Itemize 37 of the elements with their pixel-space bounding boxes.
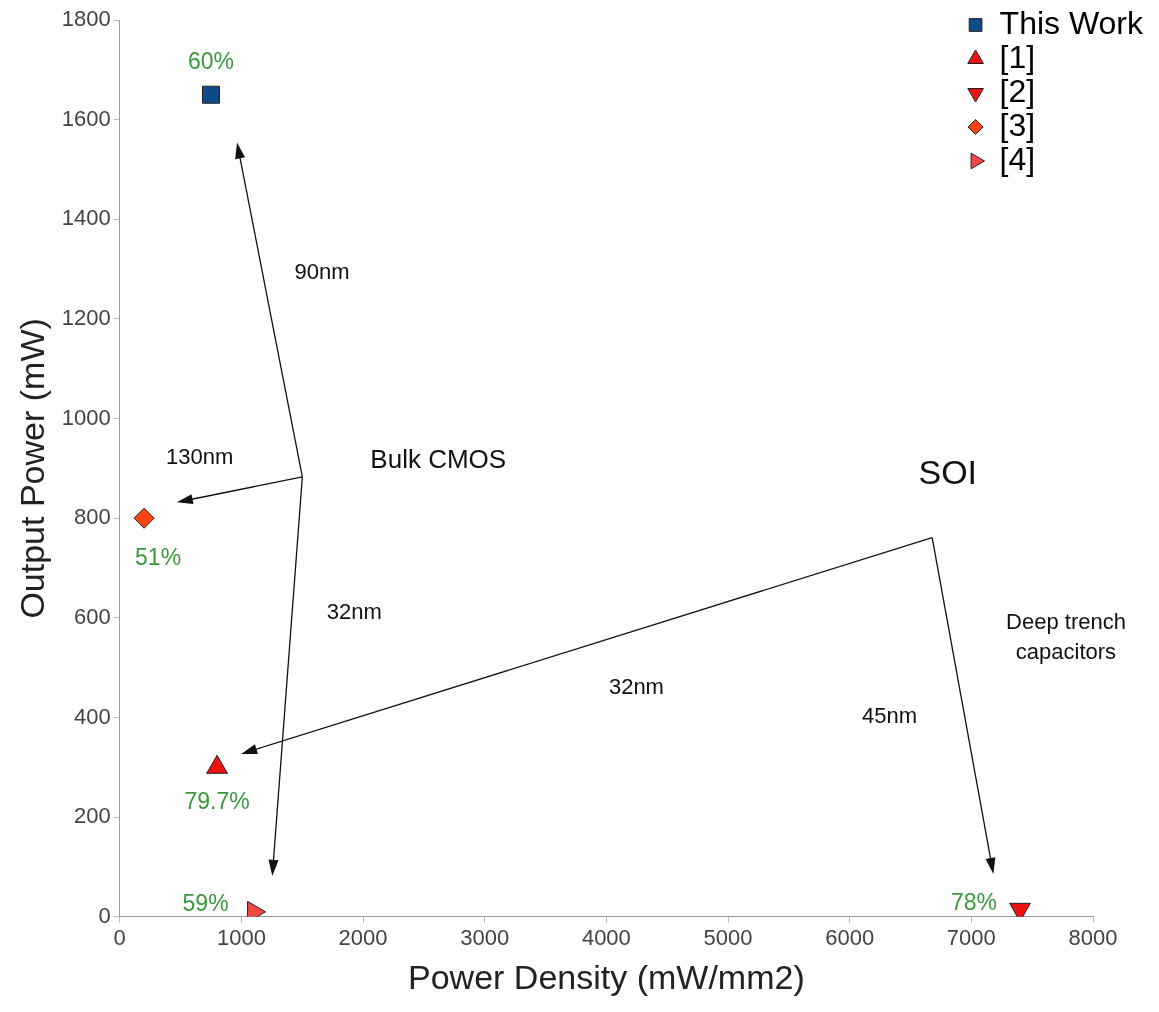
y-tick-label: 400 xyxy=(74,703,111,729)
y-axis-title: Output Power (mW) xyxy=(12,318,51,619)
y-tick-label: 0 xyxy=(98,902,111,928)
x-tick-label: 2000 xyxy=(338,925,388,951)
y-tick-label: 1000 xyxy=(61,404,111,430)
x-tick-label: 7000 xyxy=(946,925,996,951)
annotation: 90nm xyxy=(294,259,350,285)
x-tick-label: 1000 xyxy=(216,925,266,951)
annotation: 59% xyxy=(182,890,229,917)
annotation: 79.7% xyxy=(184,787,250,814)
y-tick-label: 1800 xyxy=(61,6,111,32)
y-tick-label: 600 xyxy=(74,603,111,629)
annotation: 32nm xyxy=(326,599,382,625)
annotation: 32nm xyxy=(608,673,664,699)
annotation: Bulk CMOS xyxy=(370,443,507,474)
y-tick-label: 200 xyxy=(74,803,111,829)
x-tick-label: 3000 xyxy=(460,925,510,951)
y-tick-label: 1200 xyxy=(61,305,111,330)
annotation: 51% xyxy=(135,543,182,570)
x-axis-title: Power Density (mW/mm2) xyxy=(408,957,805,996)
y-tick-label: 1600 xyxy=(61,105,111,131)
annotation: 130nm xyxy=(166,444,234,470)
y-tick-label: 800 xyxy=(74,504,111,530)
annotation: SOI xyxy=(918,453,978,492)
point xyxy=(133,507,155,529)
annotation: Deep trench capacitors xyxy=(1006,608,1126,664)
point xyxy=(202,85,220,104)
y-tick-label: 1400 xyxy=(61,205,111,231)
x-tick-label: 8000 xyxy=(1068,925,1118,951)
annotation: 60% xyxy=(187,48,235,75)
x-tick-label: 6000 xyxy=(825,925,875,951)
x-tick-label: 4000 xyxy=(581,925,631,951)
legend-label: This Work xyxy=(999,4,1144,41)
annotation: 78% xyxy=(950,888,998,915)
point xyxy=(206,754,228,774)
x-tick-label: 5000 xyxy=(703,925,753,951)
annotation: 45nm xyxy=(862,703,918,729)
